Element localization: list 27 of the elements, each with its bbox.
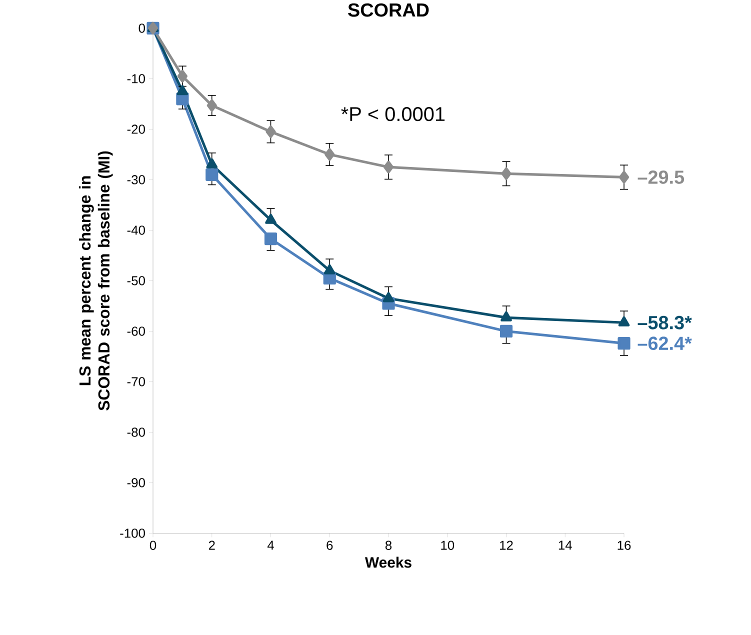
y-tick-label: -80: [127, 428, 145, 437]
y-tick-label: -50: [127, 276, 145, 286]
y-tick-label: -30: [127, 175, 145, 184]
y-tick-label: -40: [127, 226, 145, 235]
x-tick-label: 0: [150, 540, 156, 550]
x-tick-label: 2: [208, 540, 215, 550]
y-tick-label: -10: [127, 74, 145, 84]
annotation: *P < 0.0001: [341, 106, 445, 121]
y-axis-title: LS mean percent change in SCORAD score from baseline (MI): [78, 151, 113, 410]
chart-title: SCORAD: [348, 3, 429, 17]
x-tick-label: 6: [326, 540, 333, 550]
y-tick-label: -60: [127, 326, 145, 336]
data-label: –58.3*: [638, 316, 692, 330]
x-tick-label: 4: [267, 540, 274, 550]
x-axis-title: Weeks: [364, 556, 412, 568]
x-tick-label: 16: [618, 540, 631, 550]
y-tick-label: -100: [120, 528, 145, 538]
y-tick-label: 0: [138, 24, 145, 33]
x-tick-label: 14: [558, 540, 572, 550]
y-tick-label: -20: [127, 124, 145, 134]
data-label: –62.4*: [638, 336, 692, 350]
data-label: –29.5: [638, 170, 684, 184]
x-tick-label: 10: [441, 540, 454, 550]
y-tick-label: -70: [127, 377, 145, 386]
x-tick-label: 8: [385, 540, 392, 550]
x-tick-label: 12: [500, 540, 513, 550]
y-tick-label: -90: [127, 478, 145, 488]
